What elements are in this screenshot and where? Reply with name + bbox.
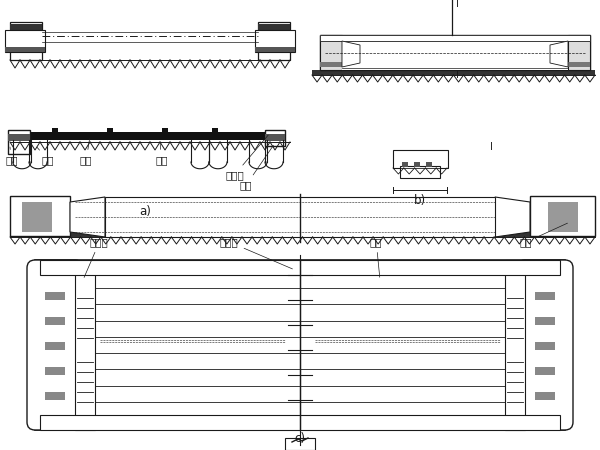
Text: a): a) <box>139 205 151 218</box>
Text: 夹具: 夹具 <box>240 145 274 190</box>
Text: I: I <box>490 142 493 152</box>
Bar <box>10 196 70 236</box>
Bar <box>258 22 290 60</box>
Bar <box>505 260 525 430</box>
Bar <box>535 367 555 375</box>
Bar <box>10 22 42 60</box>
Polygon shape <box>495 197 530 237</box>
Bar <box>320 35 590 41</box>
Text: 定位板: 定位板 <box>84 237 109 278</box>
Text: I: I <box>456 0 459 9</box>
FancyBboxPatch shape <box>517 260 573 430</box>
Polygon shape <box>342 41 360 67</box>
Bar <box>40 415 560 430</box>
Bar <box>548 202 578 232</box>
Bar <box>45 367 65 375</box>
Bar <box>8 130 30 154</box>
Bar <box>75 260 95 430</box>
Bar <box>255 47 295 52</box>
Bar <box>107 128 113 140</box>
Bar <box>162 128 168 140</box>
Bar <box>530 196 595 236</box>
Bar <box>535 342 555 350</box>
Text: 横架: 横架 <box>5 147 17 165</box>
Polygon shape <box>70 197 105 237</box>
Bar <box>10 232 595 237</box>
Polygon shape <box>550 41 568 67</box>
Text: 支架: 支架 <box>37 147 55 165</box>
Bar <box>400 166 440 178</box>
Bar <box>52 128 58 140</box>
Bar <box>265 134 285 141</box>
Bar <box>212 128 218 140</box>
Bar <box>258 24 290 30</box>
Bar <box>285 438 315 450</box>
Bar <box>5 30 45 52</box>
Text: b): b) <box>414 194 426 207</box>
Bar <box>342 35 568 70</box>
Bar <box>22 202 52 232</box>
Bar <box>312 70 595 75</box>
Text: 承力架: 承力架 <box>220 237 292 269</box>
Bar <box>5 47 45 52</box>
Bar <box>320 62 342 67</box>
Bar <box>568 62 590 67</box>
Bar <box>535 292 555 300</box>
Bar <box>40 260 560 275</box>
Bar <box>426 162 432 167</box>
Text: I: I <box>456 70 459 80</box>
Bar <box>414 162 420 167</box>
Bar <box>45 392 65 400</box>
Bar <box>320 35 590 41</box>
Text: c): c) <box>295 432 305 445</box>
Text: 力筋: 力筋 <box>80 139 92 165</box>
Bar <box>105 197 495 237</box>
Bar <box>320 35 342 70</box>
Bar <box>535 392 555 400</box>
Bar <box>8 134 30 141</box>
Bar <box>45 292 65 300</box>
Text: 横架: 横架 <box>520 223 568 247</box>
Text: 定位板: 定位板 <box>225 135 268 180</box>
Bar <box>402 162 408 167</box>
Bar <box>568 35 590 70</box>
Bar <box>10 24 42 30</box>
Bar <box>320 35 590 70</box>
Bar <box>45 342 65 350</box>
Bar <box>20 132 275 140</box>
Bar <box>393 150 448 168</box>
Bar <box>35 260 565 430</box>
Text: 底板: 底板 <box>370 237 383 277</box>
Bar <box>265 130 285 146</box>
Bar <box>535 317 555 325</box>
Text: 台面: 台面 <box>155 143 167 165</box>
Bar <box>45 317 65 325</box>
Bar <box>255 30 295 52</box>
FancyBboxPatch shape <box>27 260 83 430</box>
